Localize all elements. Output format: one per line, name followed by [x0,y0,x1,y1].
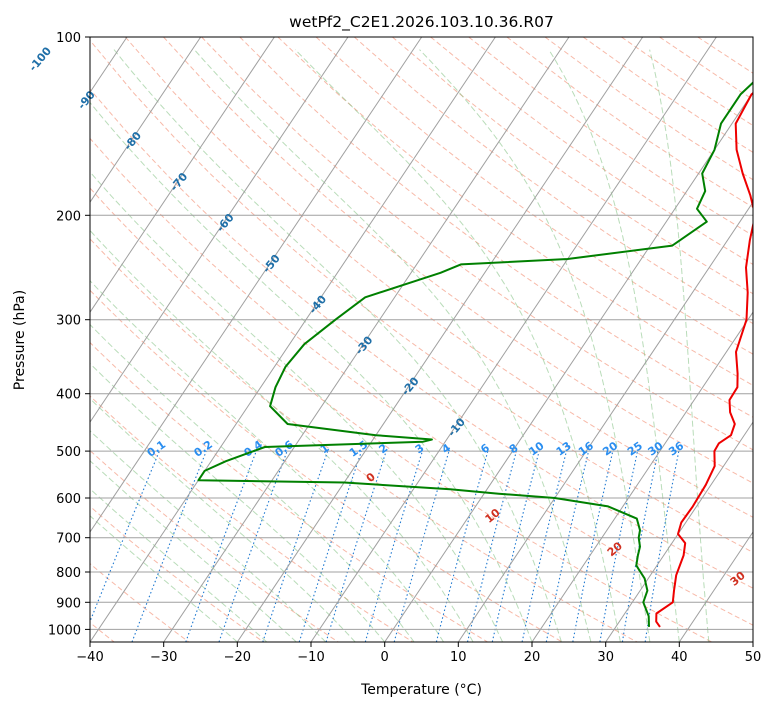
moist-adiabat-line [90,229,474,642]
dry-adiabat-line [124,37,753,518]
dry-adiabat-line [90,341,488,642]
y-axis-title: Pressure (hPa) [12,290,28,390]
temperature-profile-line [655,91,753,628]
isotherm-line [90,37,496,642]
dry-adiabat-line [239,37,753,418]
mixing-ratio-line [298,450,363,642]
x-tick-label: 10 [450,650,467,665]
moist-adiabat-line [90,515,238,642]
mixing-ratio-line [364,450,423,642]
chart-title: wetPf2_C2E1.2026.103.10.36.R07 [289,13,554,32]
x-tick-label: 40 [671,650,688,665]
y-tick-label: 700 [56,532,81,547]
moist-adiabat-line [90,362,386,642]
mixing-ratio-line [185,450,257,642]
moist-adiabat-line [294,49,621,642]
mixing-ratio-line [545,450,590,642]
dry-adiabat-line [90,88,753,589]
dry-adiabat-line [90,505,264,642]
isotherm-line [531,311,753,642]
isotherm-line [90,37,423,533]
moist-adiabat-line [90,323,415,642]
y-tick-label: 1000 [48,623,81,638]
y-tick-label: 100 [56,31,81,46]
moist-adiabat-line [90,280,445,642]
series-layer [197,81,753,628]
y-tick-label: 500 [56,445,81,460]
isotherm-line [90,37,202,204]
isotherm-line [90,37,349,424]
mixing-ratio-line [521,450,568,642]
isotherm-line [678,531,753,642]
isotherm-line [384,91,753,642]
y-tick-label: 600 [56,492,81,507]
moist-adiabat-line [193,49,592,642]
isotherm-line [163,37,570,642]
y-tick-label: 200 [56,209,81,224]
mixing-ratio-line [435,450,489,642]
moist-adiabat-line [113,49,562,642]
moist-adiabat-line [90,488,268,642]
dry-adiabat-line [90,238,638,642]
moist-adiabat-line [649,49,710,642]
grid-layer [90,37,753,642]
dry-adiabat-line [353,37,753,325]
x-tick-label: 20 [524,650,541,665]
isotherm-line [457,201,753,642]
x-tick-label: 50 [745,650,762,665]
x-tick-label: −10 [297,650,324,665]
dry-adiabat-line [90,39,753,553]
x-tick-label: −30 [150,650,177,665]
y-tick-label: 300 [56,314,81,329]
moist-adiabat-line [90,397,356,642]
moist-adiabat-line [90,101,533,642]
dry-adiabat-line [90,289,563,642]
x-tick-label: −20 [224,650,251,665]
y-tick-label: 900 [56,596,81,611]
mixing-ratio-line [262,450,329,642]
dry-adiabat-line [392,37,753,295]
mixing-ratio-line [325,450,387,642]
x-tick-label: −40 [76,650,103,665]
dry-adiabat-line [90,187,712,642]
mixing-ratio-line [218,450,288,642]
mixing-ratio-line [90,450,160,623]
plot-frame [89,36,754,643]
y-tick-label: 800 [56,566,81,581]
dewpoint-profile-line [197,81,753,627]
y-tick-label: 400 [56,388,81,403]
moist-adiabat-line [90,171,503,642]
dry-adiabat-line [90,395,414,642]
x-tick-label: 0 [381,650,389,665]
dry-adiabat-line [90,137,753,626]
mixing-ratio-line [131,450,207,642]
tick-layer: −40 −30 −20 −10 0 10 20 30 40 50 100 200 300 400 500 60… [48,31,761,665]
dry-adiabat-line [201,37,753,451]
isotherm-line [236,37,644,642]
dry-adiabat-line [163,37,753,484]
isotherm-line [310,37,717,642]
moist-adiabat-line [548,49,680,642]
x-axis-title: Temperature (°C) [360,682,482,698]
moist-adiabat-line [419,49,651,642]
isotherm-line [90,37,275,314]
dry-adiabat-line [90,562,190,642]
x-tick-label: 30 [597,650,614,665]
isotherm-line [605,421,753,642]
